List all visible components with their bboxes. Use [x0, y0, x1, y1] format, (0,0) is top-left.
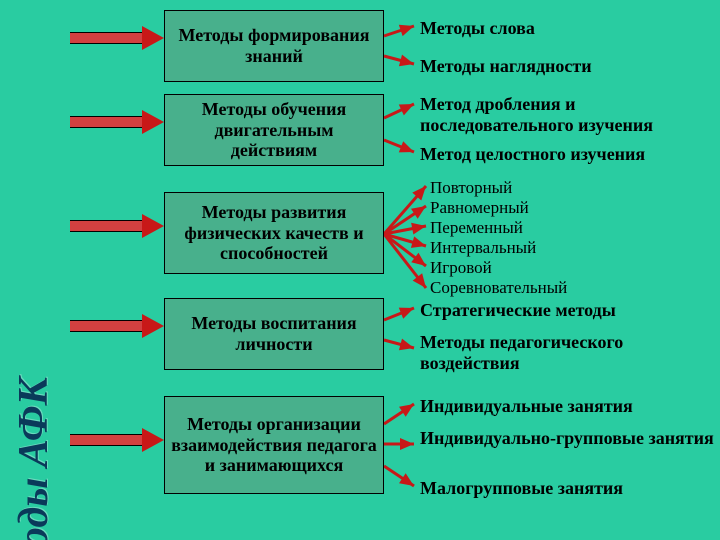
- sub-label: Методы педагогического воздействия: [420, 332, 720, 373]
- method-box-label: Методы формирования знаний: [171, 25, 377, 66]
- sub-label-plain: Повторный: [430, 178, 512, 198]
- method-box: Методы формирования знаний: [164, 10, 384, 82]
- sub-label: Малогрупповые занятия: [420, 478, 623, 499]
- left-arrow: [70, 26, 164, 50]
- method-box: Методы организации взаимодействия педаго…: [164, 396, 384, 494]
- sub-label: Стратегические методы: [420, 300, 616, 321]
- sub-label-plain: Равномерный: [430, 198, 529, 218]
- sub-label: Методы слова: [420, 18, 535, 39]
- method-box: Методы обучения двигательным действиям: [164, 94, 384, 166]
- left-arrow: [70, 110, 164, 134]
- vertical-title: Методы АФК: [10, 377, 58, 540]
- diagram-stage: Методы АФК Методы формирования знаний Мет…: [0, 0, 720, 540]
- left-arrow: [70, 214, 164, 238]
- left-arrow: [70, 428, 164, 452]
- sub-label: Индивидуально-групповые занятия: [420, 428, 720, 449]
- sub-label-plain: Переменный: [430, 218, 523, 238]
- method-box-label: Методы организации взаимодействия педаго…: [171, 414, 377, 476]
- method-box: Методы развития физических качеств и спо…: [164, 192, 384, 274]
- sub-label: Методы наглядности: [420, 56, 592, 77]
- sub-label-plain: Соревновательный: [430, 278, 567, 298]
- left-arrow: [70, 314, 164, 338]
- vertical-title-container: Методы АФК: [8, 10, 60, 530]
- sub-label: Метод дробления и последовательного изуч…: [420, 94, 720, 135]
- sub-label: Метод целостного изучения: [420, 144, 645, 165]
- sub-label-plain: Игровой: [430, 258, 492, 278]
- method-box-label: Методы воспитания личности: [171, 313, 377, 354]
- method-box: Методы воспитания личности: [164, 298, 384, 370]
- method-box-label: Методы развития физических качеств и спо…: [171, 202, 377, 264]
- sub-label-plain: Интервальный: [430, 238, 536, 258]
- method-box-label: Методы обучения двигательным действиям: [171, 99, 377, 161]
- sub-label: Индивидуальные занятия: [420, 396, 633, 417]
